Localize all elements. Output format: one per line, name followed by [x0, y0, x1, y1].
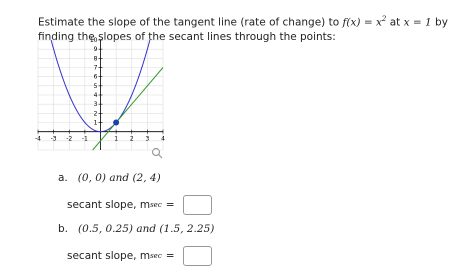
- part-label: b.: [58, 223, 69, 235]
- x-tick-label: -4: [35, 136, 41, 143]
- tangent-line: [92, 67, 164, 151]
- y-tick-label: 2: [94, 110, 98, 117]
- equals: =: [165, 250, 175, 262]
- subscript: sec: [150, 252, 162, 260]
- y-tick-label: 1: [94, 120, 98, 127]
- prompt: secant slope, m: [67, 250, 151, 262]
- point: [113, 119, 120, 126]
- x-tick-label: 1: [114, 136, 118, 143]
- part-b: b. (0.5, 0.25) and (1.5, 2.25): [58, 223, 214, 235]
- answer-row: secant slope, m sec =: [67, 195, 212, 215]
- answer-input[interactable]: [182, 195, 212, 215]
- y-tick-label: 7: [94, 65, 98, 72]
- parabola: [50, 39, 151, 133]
- y-tick-label: 4: [94, 92, 98, 99]
- y-tick-label: 6: [94, 74, 98, 81]
- prompt: secant slope, m: [67, 199, 151, 211]
- x-tick-label: -1: [82, 136, 88, 143]
- exponent: 2: [381, 15, 387, 23]
- problem-text: Estimate the slope of the tangent line (…: [38, 12, 458, 44]
- x-tick-label: 3: [145, 136, 149, 143]
- x-value: x = 1: [403, 16, 432, 29]
- y-tick-label: 8: [94, 55, 98, 62]
- intro-text: Estimate the slope of the tangent line (…: [38, 16, 340, 29]
- part-label: a.: [58, 172, 68, 184]
- zoom-icon[interactable]: [151, 147, 163, 159]
- x-tick-label: 4: [161, 136, 165, 143]
- y-tick-label: 10: [90, 37, 98, 44]
- subscript: sec: [150, 201, 162, 209]
- equals: =: [165, 199, 175, 211]
- function: f(x) = x: [342, 16, 382, 29]
- x-tick-label: -2: [66, 136, 72, 143]
- y-tick-label: 3: [94, 101, 98, 108]
- x-tick-label: 2: [130, 136, 134, 143]
- points: (0, 0) and (2, 4): [77, 172, 161, 184]
- y-tick-label: 9: [94, 46, 98, 53]
- points: (0.5, 0.25) and (1.5, 2.25): [78, 223, 215, 235]
- answer-input[interactable]: [182, 246, 212, 266]
- intro-text: by finding the slopes of the secant line…: [38, 16, 448, 43]
- intro-text: at: [389, 16, 401, 29]
- part-a: a. (0, 0) and (2, 4): [58, 172, 161, 184]
- x-tick-label: -3: [51, 136, 57, 143]
- y-tick-label: 5: [94, 83, 98, 90]
- answer-row: secant slope, m sec =: [67, 246, 212, 266]
